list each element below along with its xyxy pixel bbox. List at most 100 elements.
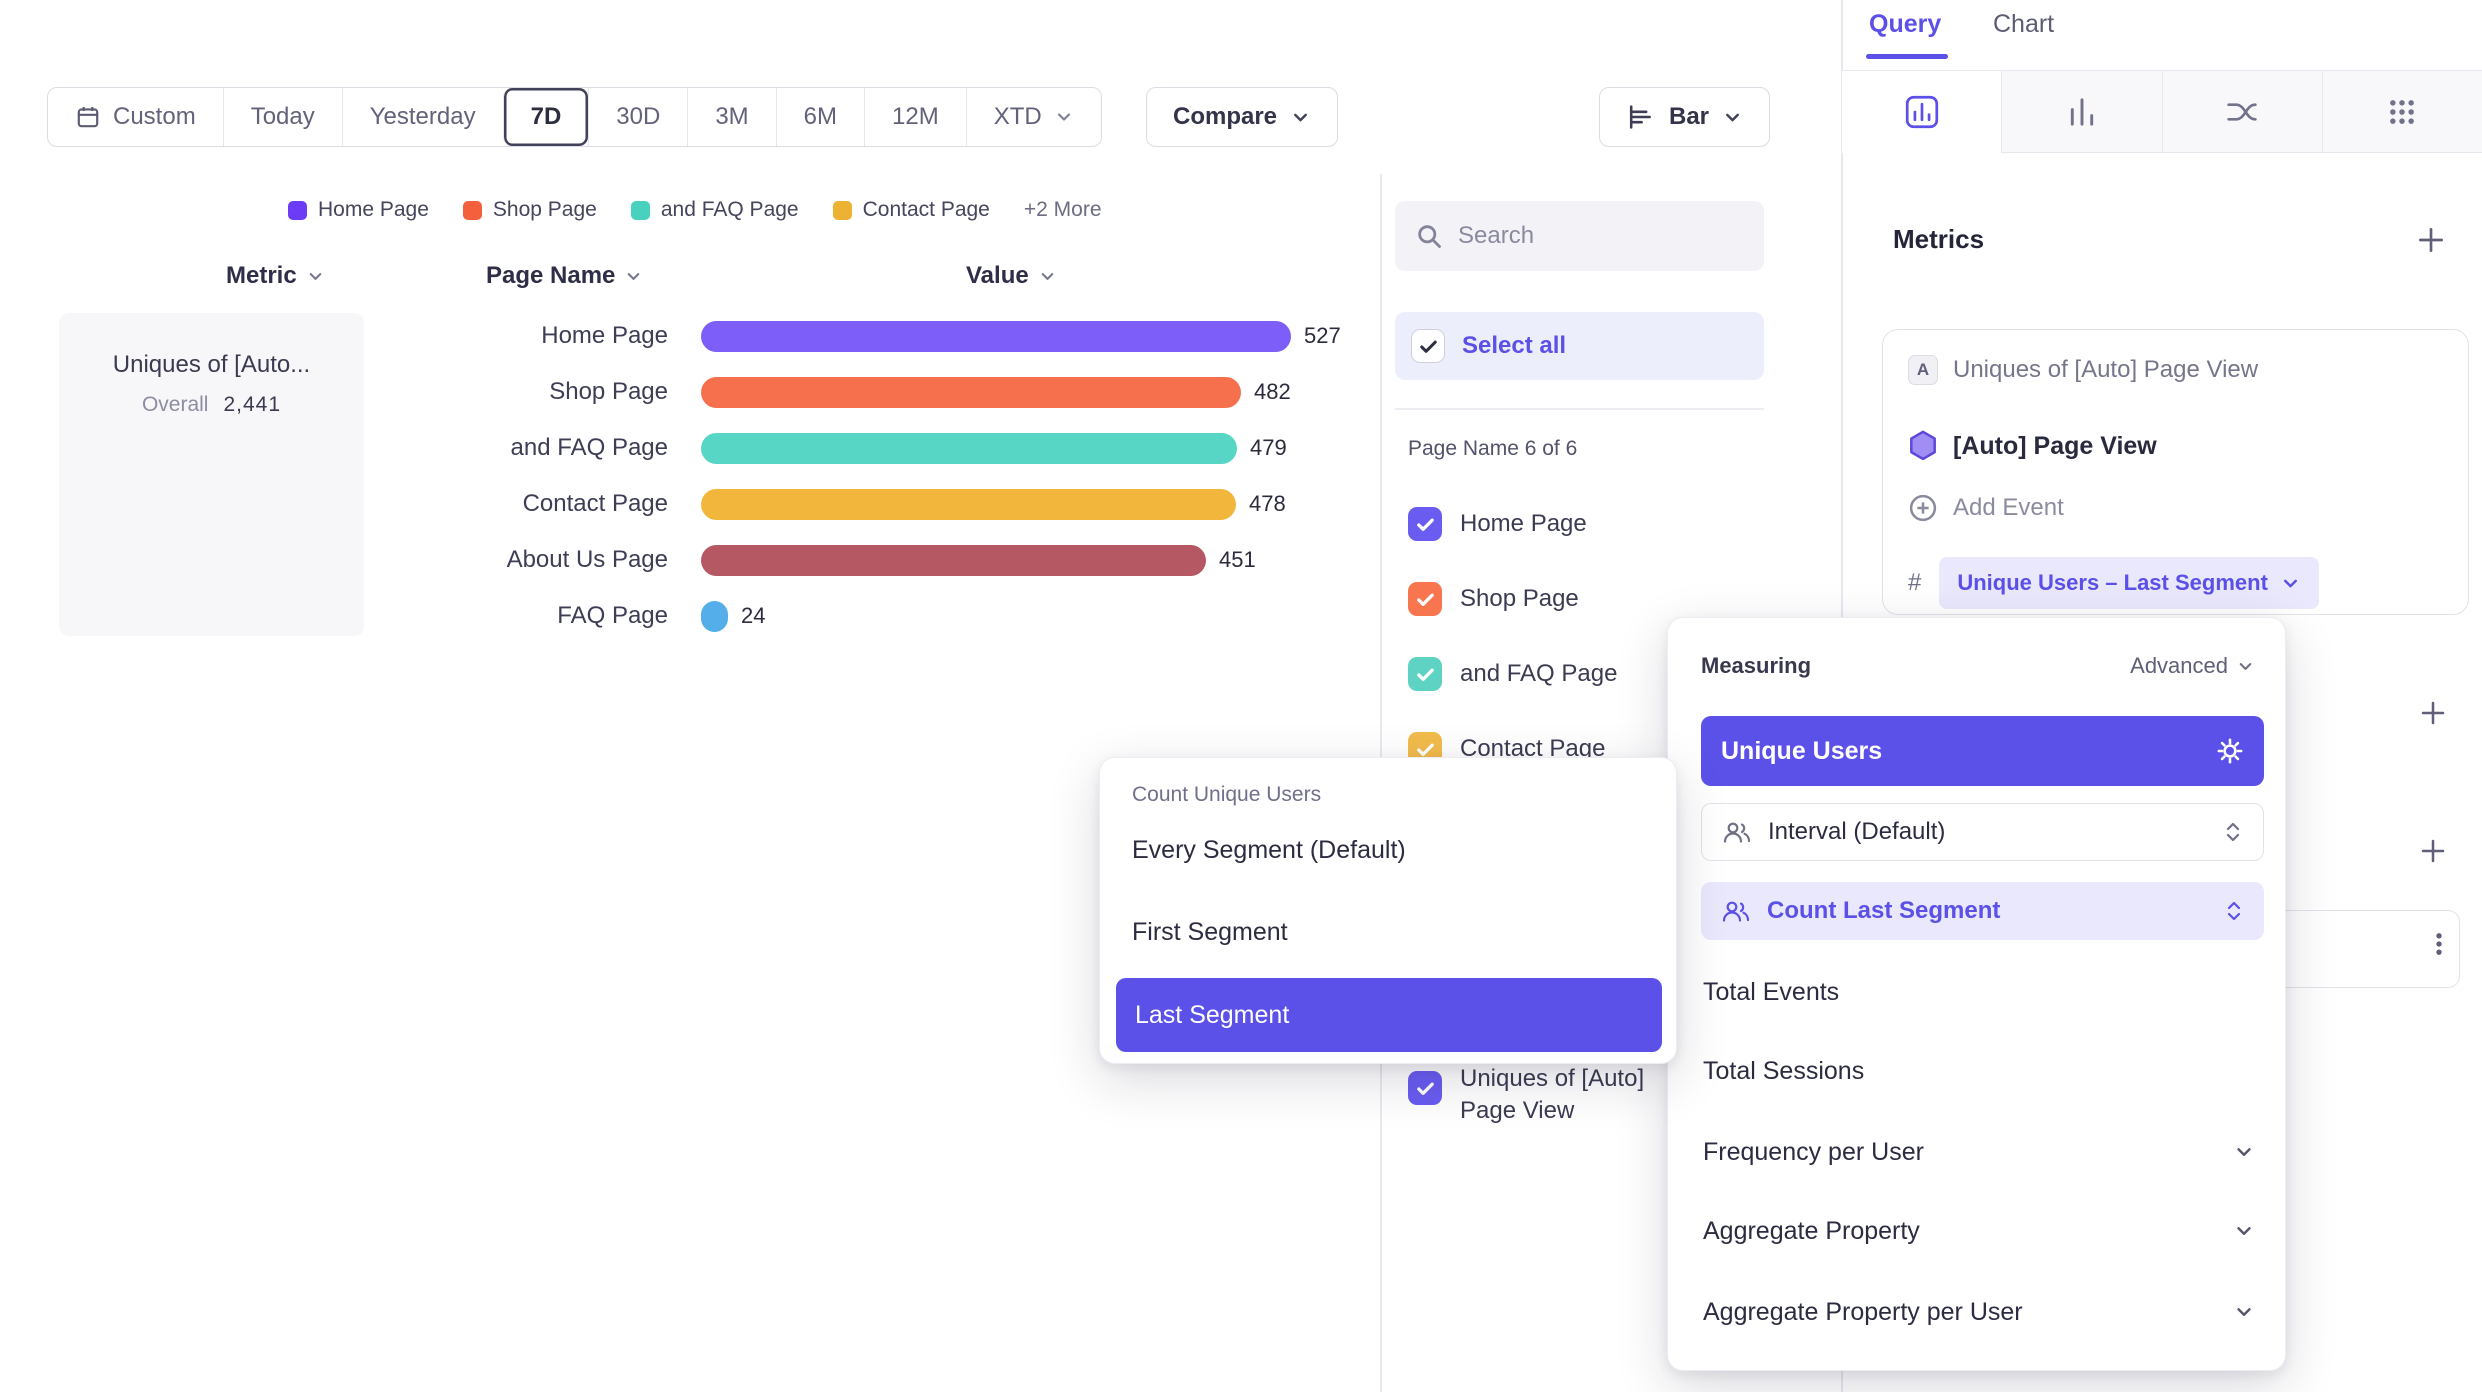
page-name-column-header[interactable]: Page Name xyxy=(486,262,643,290)
stepper-icon[interactable] xyxy=(2223,818,2243,846)
legend-item[interactable]: Contact Page xyxy=(832,198,990,222)
checkbox-checked[interactable] xyxy=(1408,1071,1442,1105)
filter-item-label: Shop Page xyxy=(1460,585,1579,612)
tab-chart[interactable]: Chart xyxy=(1993,10,2055,38)
legend-item[interactable]: Shop Page xyxy=(462,198,597,222)
legend-label: Home Page xyxy=(318,198,429,221)
legend-item[interactable]: and FAQ Page xyxy=(630,198,799,222)
more-options-button[interactable] xyxy=(2425,930,2453,958)
checkbox-checked[interactable] xyxy=(1408,657,1442,691)
stepper-icon[interactable] xyxy=(2224,897,2244,925)
active-tab-underline xyxy=(1866,54,1948,59)
filter-item-label: Uniques of [Auto] Page View xyxy=(1460,1065,1645,1125)
calendar-icon xyxy=(75,104,101,130)
tab-query[interactable]: Query xyxy=(1869,10,1942,38)
range-xtd-button[interactable]: XTD xyxy=(965,88,1101,146)
bar[interactable] xyxy=(701,320,1291,352)
option-unique-users[interactable]: Unique Users xyxy=(1701,716,2264,786)
bar-category-label: About Us Page xyxy=(506,546,668,573)
bar-category-label: Shop Page xyxy=(549,378,668,405)
bar-chart-tab[interactable] xyxy=(2001,71,2162,153)
option-label: Count Last Segment xyxy=(1767,897,2001,924)
filter-metric-item[interactable]: Uniques of [Auto] Page View xyxy=(1408,1063,1685,1124)
range-12m-button[interactable]: 12M xyxy=(864,88,966,146)
search-input[interactable] xyxy=(1458,222,1744,250)
add-event-label: Add Event xyxy=(1953,494,2064,521)
insights-tab[interactable] xyxy=(1842,71,2002,153)
option-label: Total Sessions xyxy=(1703,1056,1865,1085)
option-aggregate-property-per-user[interactable]: Aggregate Property per User xyxy=(1703,1287,2255,1337)
chart-legend: Home Page Shop Page and FAQ Page Contact… xyxy=(288,198,1102,222)
range-30d-button[interactable]: 30D xyxy=(588,88,687,146)
option-total-sessions[interactable]: Total Sessions xyxy=(1703,1046,2255,1096)
chevron-down-icon xyxy=(2283,579,2297,587)
option-interval-default[interactable]: Interval (Default) xyxy=(1701,803,2264,861)
option-label: Interval (Default) xyxy=(1768,818,1946,845)
custom-date-button[interactable]: Custom xyxy=(48,88,223,146)
option-frequency-per-user[interactable]: Frequency per User xyxy=(1703,1127,2255,1177)
plus-icon xyxy=(2421,701,2445,725)
more-charts-tab[interactable] xyxy=(2321,71,2482,153)
option-label: Unique Users xyxy=(1721,736,1883,765)
range-yesterday-button[interactable]: Yesterday xyxy=(341,88,503,146)
range-6m-button[interactable]: 6M xyxy=(775,88,864,146)
bar[interactable] xyxy=(701,544,1206,576)
range-3m-button[interactable]: 3M xyxy=(687,88,775,146)
custom-date-label: Custom xyxy=(113,103,196,130)
bar-category-label: Home Page xyxy=(541,322,668,349)
filter-item[interactable]: Shop Page xyxy=(1408,575,1579,623)
metric-column-header[interactable]: Metric xyxy=(226,262,325,290)
select-all-checkbox[interactable] xyxy=(1411,329,1445,363)
add-metric-button[interactable] xyxy=(2415,224,2447,256)
compare-button[interactable]: Compare xyxy=(1146,87,1339,147)
flows-tab[interactable] xyxy=(2161,71,2322,153)
range-today-button[interactable]: Today xyxy=(222,88,342,146)
gear-icon[interactable] xyxy=(2216,737,2244,765)
filter-item[interactable]: and FAQ Page xyxy=(1408,650,1617,698)
chevron-down-icon xyxy=(309,272,321,280)
legend-swatch xyxy=(832,200,852,220)
overall-value: 2,441 xyxy=(223,393,282,416)
option-count-last-segment[interactable]: Count Last Segment xyxy=(1701,882,2264,940)
option-last-segment-selected[interactable]: Last Segment xyxy=(1116,978,1662,1052)
option-first-segment[interactable]: First Segment xyxy=(1132,918,1288,946)
bar[interactable] xyxy=(701,600,728,632)
legend-more-label[interactable]: +2 More xyxy=(1023,198,1102,221)
metric-card-header[interactable]: A Uniques of [Auto] Page View xyxy=(1908,355,2258,385)
option-every-segment[interactable]: Every Segment (Default) xyxy=(1132,836,1406,864)
legend-label: Shop Page xyxy=(492,198,597,221)
range-7d-button[interactable]: 7D xyxy=(502,88,589,146)
option-total-events[interactable]: Total Events xyxy=(1703,967,2255,1017)
filter-item[interactable]: Home Page xyxy=(1408,500,1587,548)
advanced-dropdown[interactable]: Advanced xyxy=(2130,653,2255,679)
add-event-row[interactable]: Add Event xyxy=(1908,493,2064,523)
add-filter-button[interactable] xyxy=(2418,836,2448,866)
count-segment-popup: Count Unique Users Every Segment (Defaul… xyxy=(1099,757,1677,1064)
bar-row: FAQ Page 24 xyxy=(368,588,765,644)
legend-item[interactable]: Home Page xyxy=(288,198,429,222)
bar[interactable] xyxy=(701,488,1236,520)
bar[interactable] xyxy=(701,432,1237,464)
measuring-popup: Measuring Advanced Unique Users Interval… xyxy=(1667,617,2286,1371)
add-breakdown-button[interactable] xyxy=(2418,698,2448,728)
select-all-row[interactable]: Select all xyxy=(1395,312,1764,380)
measure-selector-pill[interactable]: Unique Users – Last Segment xyxy=(1939,557,2319,609)
check-icon xyxy=(1419,340,1437,353)
option-label: Last Segment xyxy=(1135,1000,1290,1029)
metric-letter-badge: A xyxy=(1908,355,1938,385)
checkbox-checked[interactable] xyxy=(1408,582,1442,616)
chevron-down-icon xyxy=(2237,1148,2251,1156)
event-row[interactable]: [Auto] Page View xyxy=(1908,430,2157,462)
value-column-header[interactable]: Value xyxy=(966,262,1057,290)
chart-type-dropdown[interactable]: Bar xyxy=(1599,87,1771,147)
bar-chart-icon xyxy=(2070,97,2094,126)
option-aggregate-property[interactable]: Aggregate Property xyxy=(1703,1206,2255,1256)
metric-card: A Uniques of [Auto] Page View [Auto] Pag… xyxy=(1882,329,2469,615)
checkbox-checked[interactable] xyxy=(1408,507,1442,541)
chevron-down-icon xyxy=(1290,107,1311,128)
grid-dots-icon xyxy=(2390,99,2415,124)
bar[interactable] xyxy=(701,376,1241,408)
metric-cell[interactable]: Uniques of [Auto... Overall 2,441 xyxy=(59,313,364,636)
chevron-down-icon xyxy=(1054,107,1074,127)
search-box[interactable] xyxy=(1395,201,1764,271)
